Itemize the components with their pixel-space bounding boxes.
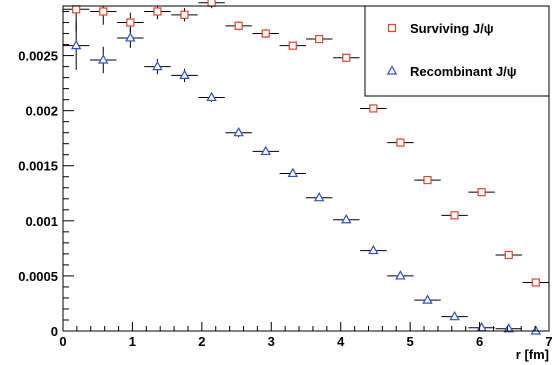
- data-point: [530, 325, 542, 335]
- series-open-square: [63, 0, 549, 287]
- data-point: [342, 53, 351, 62]
- legend-box: [364, 5, 550, 97]
- data-point: [369, 104, 378, 113]
- axis-ticks: [62, 11, 550, 332]
- data-point: [423, 175, 432, 185]
- x-tick-label: 2: [198, 334, 205, 349]
- data-point: [422, 294, 433, 304]
- data-point: [233, 126, 244, 137]
- x-tick-label: 0: [59, 334, 66, 349]
- data-point: [99, 7, 108, 16]
- legend-label: Recombinant J/ψ: [410, 64, 517, 79]
- legend-marker: [386, 65, 398, 75]
- x-tick-label: 1: [129, 334, 136, 349]
- x-tick-label: 3: [268, 334, 275, 349]
- plot-marks: [63, 0, 549, 335]
- x-axis-title: r [fm]: [516, 347, 549, 362]
- data-point: [368, 244, 379, 255]
- data-point: [450, 211, 459, 220]
- x-tick-label: 7: [545, 334, 552, 349]
- x-tick-label: 4: [337, 334, 345, 349]
- y-tick-label: 0.002: [25, 104, 58, 119]
- tick-labels: 0 1 2 3 4 5 6 7 0 0.0005 0.001 0.0015 0.002 0.0025: [18, 49, 552, 349]
- y-tick-label: 0.0025: [18, 49, 58, 64]
- y-tick-label: 0.001: [25, 214, 58, 229]
- data-point: [207, 0, 216, 7]
- data-point: [180, 10, 189, 19]
- data-point: [153, 7, 162, 16]
- legend: Surviving J/ψ Recombinant J/ψ: [364, 5, 550, 97]
- data-point: [503, 323, 514, 333]
- data-point: [72, 5, 81, 14]
- data-point: [395, 270, 406, 280]
- data-point: [477, 188, 486, 197]
- data-point: [260, 145, 271, 156]
- plot-frame: [62, 5, 550, 332]
- data-point: [206, 91, 217, 102]
- data-point: [315, 34, 324, 44]
- data-point: [531, 278, 540, 287]
- data-point: [152, 60, 163, 71]
- data-point: [98, 54, 109, 64]
- data-point: [288, 41, 297, 50]
- data-point: [287, 167, 299, 178]
- data-point: [261, 29, 270, 38]
- data-point: [504, 250, 513, 260]
- data-point: [70, 39, 82, 50]
- y-tick-label: 0.0015: [18, 159, 58, 174]
- x-tick-label: 6: [476, 334, 483, 349]
- data-point: [234, 21, 243, 30]
- legend-label: Surviving J/ψ: [410, 21, 493, 36]
- y-tick-label: 0.0005: [18, 269, 58, 284]
- y-tick-label: 0: [51, 324, 58, 339]
- data-point: [396, 138, 405, 147]
- data-point: [313, 191, 325, 202]
- legend-marker: [387, 23, 397, 33]
- data-point: [449, 310, 460, 321]
- data-point: [125, 32, 136, 42]
- x-tick-label: 5: [407, 334, 414, 349]
- series-open-triangle: [63, 21, 549, 335]
- data-point: [179, 69, 190, 80]
- data-point: [341, 214, 352, 224]
- data-point: [126, 18, 135, 27]
